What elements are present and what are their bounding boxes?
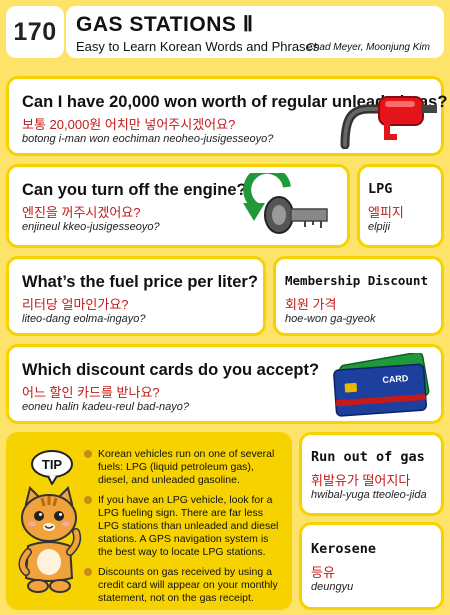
tip-list: Korean vehicles run on one of several fu…	[84, 448, 284, 611]
phrase-card-1: Can I have 20,000 won worth of regular u…	[6, 76, 448, 156]
phrase-card-3: What’s the fuel price per liter? 리터당 얼마인…	[6, 256, 266, 336]
vocab-korean: 휘발유가 떨어지다	[311, 473, 411, 488]
bullet-icon	[84, 495, 92, 504]
tip-item: If you have an LPG vehicle, look for a L…	[84, 494, 284, 560]
vocab-card-run-out-of-gas: Run out of gas 휘발유가 떨어지다 hwibal-yuga tte…	[299, 432, 444, 516]
phrase-romanization: enjineul kkeo-jusigesseoyo?	[22, 221, 160, 233]
phrase-english: Can you turn off the engine?	[22, 181, 247, 199]
vocab-romanization: hoe-won ga-gyeok	[285, 313, 376, 325]
tip-speech-bubble-icon: TIP	[30, 449, 74, 487]
phrase-card-4: Which discount cards do you accept? 어느 할…	[6, 344, 444, 424]
header: 170 GAS STATIONS Ⅱ Easy to Learn Korean …	[0, 0, 450, 64]
phrase-english: Can I have 20,000 won worth of regular u…	[22, 93, 448, 111]
vocab-korean: 엘피지	[368, 205, 404, 220]
tip-item: Discounts on gas received by using a cre…	[84, 566, 284, 606]
bullet-icon	[84, 567, 92, 576]
lesson-number-badge: 170	[6, 6, 64, 58]
vocab-romanization: hwibal-yuga tteoleo-jida	[311, 489, 427, 501]
vocab-card-membership: Membership Discount 회원 가격 hoe-won ga-gye…	[273, 256, 444, 336]
vocab-english: LPG	[368, 181, 393, 197]
vocab-korean: 등유	[311, 565, 335, 580]
authors: Chad Meyer, Moonjung Kim	[306, 42, 430, 53]
vocab-english: Run out of gas	[311, 449, 425, 465]
vocab-romanization: elpiji	[368, 221, 391, 233]
tip-text: Korean vehicles run on one of several fu…	[98, 448, 275, 487]
phrase-romanization: eoneu halin kadeu-reul bad-nayo?	[22, 401, 189, 413]
tip-label: TIP	[42, 457, 63, 472]
tip-item: Korean vehicles run on one of several fu…	[84, 448, 284, 488]
phrase-english: Which discount cards do you accept?	[22, 361, 320, 379]
phrase-korean: 보통 20,000원 어치만 넣어주시겠어요?	[22, 117, 236, 132]
phrase-english: What’s the fuel price per liter?	[22, 273, 258, 291]
card-label: CARD	[382, 373, 409, 385]
page-title: GAS STATIONS Ⅱ	[76, 13, 254, 36]
vocab-korean: 회원 가격	[285, 297, 337, 312]
tip-text: Discounts on gas received by using a cre…	[98, 565, 278, 605]
title-strip: GAS STATIONS Ⅱ Easy to Learn Korean Word…	[66, 6, 444, 58]
phrase-card-2: Can you turn off the engine? 엔진을 꺼주시겠어요?…	[6, 164, 350, 248]
lesson-number: 170	[13, 17, 57, 46]
vocab-romanization: deungyu	[311, 581, 354, 593]
car-key-turn-icon	[235, 165, 335, 239]
page-subtitle: Easy to Learn Korean Words and Phrases	[76, 39, 320, 54]
phrase-korean: 엔진을 꺼주시겠어요?	[22, 205, 141, 220]
phrase-korean: 어느 할인 카드를 받나요?	[22, 385, 160, 400]
phrase-korean: 리터당 얼마인가요?	[22, 297, 129, 312]
vocab-english: Membership Discount	[285, 273, 428, 288]
cat-mascot-icon	[14, 486, 84, 598]
vocab-card-kerosene: Kerosene 등유 deungyu	[299, 522, 444, 610]
bullet-icon	[84, 450, 92, 458]
vocab-english: Kerosene	[311, 541, 377, 557]
tip-text: If you have an LPG vehicle, look for a L…	[98, 493, 279, 559]
credit-cards-icon: CARD	[327, 351, 437, 417]
phrase-romanization: liteo-dang eolma-ingayo?	[22, 313, 146, 325]
gas-pump-nozzle-icon	[339, 87, 439, 150]
phrase-romanization: botong i-man won eochiman neoheo-jusiges…	[22, 133, 274, 145]
vocab-card-lpg: LPG 엘피지 elpiji	[357, 164, 444, 248]
